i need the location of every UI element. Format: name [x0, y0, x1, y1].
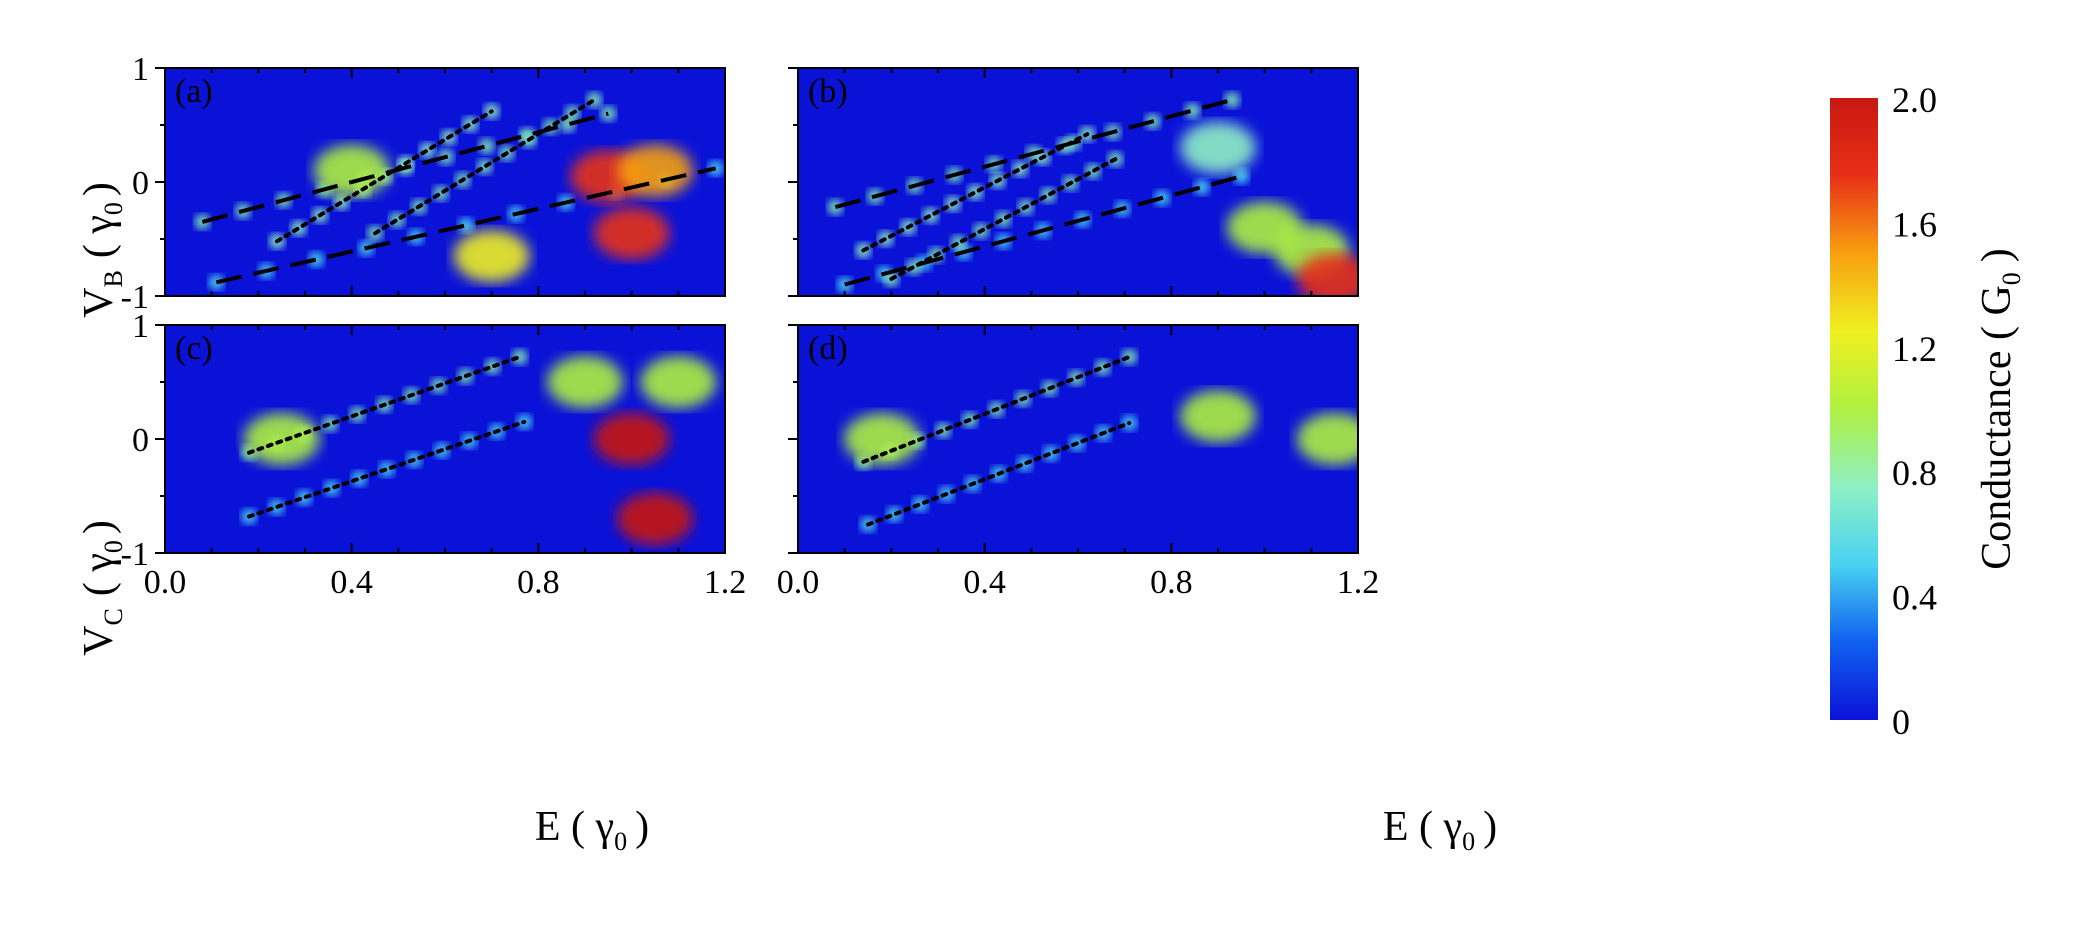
panel-a: (a) 1 0 -1	[121, 51, 726, 316]
svg-text:VC( γ0): VC( γ0)	[76, 520, 128, 656]
x-tick-label: 0.8	[1150, 564, 1193, 601]
colorbar-ticks: 0 0.4 0.8 1.2 1.6 2.0	[1892, 80, 1937, 742]
conductance-peak	[912, 496, 929, 513]
conductance-peak	[1042, 445, 1059, 462]
conductance-peak	[1040, 187, 1057, 204]
panel-label: (a)	[175, 73, 213, 110]
x-tick-label: 0.8	[517, 564, 560, 601]
y-axis-label-top: VB( γ0)	[76, 182, 128, 318]
conductance-region	[844, 413, 920, 465]
y-tick-label: -1	[121, 279, 149, 316]
conductance-region	[593, 413, 670, 465]
colorbar-gradient	[1830, 98, 1878, 720]
conductance-region	[1296, 252, 1358, 296]
y-tick-label: 0	[132, 165, 149, 202]
y-tick-label: -1	[121, 536, 149, 573]
conductance-peak	[322, 415, 339, 432]
panel-d: (d) 0.0 0.4 0.8 1.2	[777, 324, 1380, 601]
conductance-peak	[458, 217, 474, 234]
svg-text:VB( γ0): VB( γ0)	[76, 182, 128, 318]
dashed-guide-line	[215, 166, 717, 285]
conductance-peak	[1184, 102, 1201, 119]
panel-b: (b)	[788, 67, 1359, 297]
dotted-guide-line	[247, 419, 527, 519]
conductance-peak	[600, 105, 617, 122]
conductance-region	[243, 413, 320, 465]
conductance-peak	[1094, 359, 1111, 376]
conductance-peak	[1012, 161, 1029, 178]
colorbar-tick-label: 2.0	[1892, 80, 1937, 120]
panel-label: (b)	[808, 73, 848, 110]
conductance-region	[1180, 390, 1256, 443]
x-tick-label: 1.2	[1337, 564, 1380, 601]
colorbar-label: Conductance ( G0)	[1974, 248, 2026, 570]
dotted-guide-line	[275, 109, 494, 244]
colorbar-tick-label: 1.2	[1892, 329, 1937, 369]
panel-label: (c)	[175, 330, 213, 367]
dashed-guide-line	[834, 97, 1233, 210]
dotted-guide-line	[861, 132, 1090, 253]
conductance-peak	[511, 348, 528, 365]
dotted-guide-line	[373, 97, 597, 236]
heatmap-texture	[194, 91, 724, 291]
dashed-guide-line	[844, 174, 1242, 287]
panel-c: (c) 1 0 -10.0 0.4 0.8 1.2	[121, 308, 747, 601]
x-axis-label-left: E ( γ0)	[535, 804, 649, 856]
conductance-peak	[308, 251, 325, 268]
colorbar-tick-label: 1.6	[1892, 204, 1937, 244]
y-tick-label: 1	[132, 308, 149, 345]
conductance-peak	[351, 470, 368, 487]
x-tick-label: 1.2	[704, 564, 747, 601]
conductance-region	[617, 492, 693, 545]
panel-label: (d)	[808, 330, 848, 367]
conductance-peak	[1224, 91, 1240, 108]
conductance-peak	[967, 184, 984, 201]
dotted-guide-line	[247, 354, 522, 455]
conductance-peak	[323, 480, 340, 497]
x-tick-label: 0.4	[963, 564, 1006, 601]
dotted-guide-line	[889, 157, 1118, 281]
y-tick-label: 0	[132, 422, 149, 459]
colorbar-tick-label: 0	[1892, 702, 1910, 742]
x-tick-label: 0.0	[144, 564, 187, 601]
svg-text:Conductance ( G0): Conductance ( G0)	[1974, 248, 2026, 570]
colorbar-tick-label: 0.8	[1892, 453, 1937, 493]
conductance-region	[640, 356, 717, 408]
conductance-peak	[1233, 168, 1250, 185]
conductance-peak	[995, 211, 1012, 228]
conductance-region	[1180, 121, 1256, 174]
conductance-region	[1296, 413, 1358, 465]
dotted-guide-line	[861, 354, 1132, 464]
y-axis-label-bottom: VC( γ0)	[76, 520, 128, 656]
dotted-guide-line	[866, 421, 1132, 527]
colorbar: 0 0.4 0.8 1.2 1.6 2.0 Conductance ( G0)	[1830, 80, 2026, 742]
conductance-region	[593, 207, 670, 260]
x-tick-label: 0.4	[330, 564, 373, 601]
conductance-peak	[950, 234, 967, 251]
panels-layer: (a)10-1(b)(c)10-10.0 0.4 0.8 1.2(d)0.0 0.4 0.…	[121, 51, 1380, 601]
conductance-peak	[478, 138, 495, 155]
conductance-region	[547, 356, 623, 408]
x-tick-label: 0.0	[777, 564, 820, 601]
conductance-peak	[1193, 179, 1210, 196]
colorbar-tick-label: 0.4	[1892, 578, 1937, 618]
y-tick-label: 1	[132, 51, 149, 88]
conductance-region	[453, 230, 530, 283]
x-axis-label-right: E ( γ0)	[1383, 804, 1497, 856]
conductance-region	[617, 144, 693, 197]
